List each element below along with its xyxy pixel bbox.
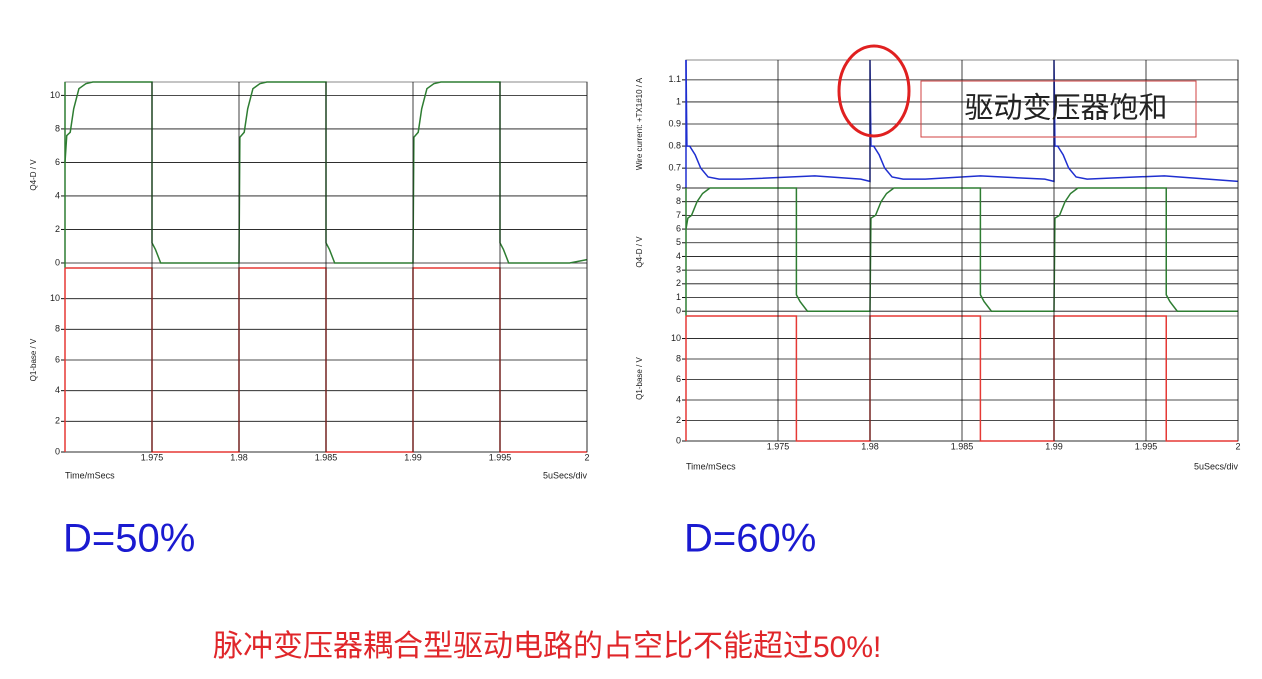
waveform — [685, 59, 1239, 183]
x-tick-label: 1.99 — [1045, 441, 1063, 451]
y-tick-label: 9 — [676, 182, 681, 192]
x-tick-label: 1.975 — [767, 441, 790, 451]
y-tick-label: 0 — [676, 435, 681, 445]
waveform — [64, 81, 588, 264]
duty-label: D=60% — [684, 517, 816, 561]
y-tick-label: 2 — [55, 416, 60, 426]
y-tick-label: 0 — [676, 306, 681, 316]
y-tick-label: 2 — [55, 224, 60, 234]
x-tick-label: 1.985 — [315, 452, 338, 462]
x-axis-label: Time/mSecs — [65, 470, 115, 480]
y-tick-label: 8 — [55, 324, 60, 334]
waveform — [685, 187, 1238, 312]
waveform — [686, 315, 1238, 442]
y-tick-label: 3 — [676, 265, 681, 275]
x-tick-label: 1.985 — [951, 441, 974, 451]
y-tick-label: 1.1 — [668, 74, 681, 84]
y-axis-label: Q4-D / V — [635, 236, 644, 268]
y-tick-label: 7 — [676, 210, 681, 220]
y-tick-label: 1 — [676, 292, 681, 302]
x-tick-label: 2 — [584, 452, 589, 462]
y-tick-label: 8 — [676, 196, 681, 206]
caption-emphasis: 50%! — [813, 631, 881, 664]
y-tick-label: 2 — [676, 278, 681, 288]
y-tick-label: 4 — [676, 394, 681, 404]
duty-label: D=50% — [63, 517, 195, 561]
y-tick-label: 10 — [50, 90, 60, 100]
y-tick-label: 0.8 — [668, 140, 681, 150]
y-tick-label: 6 — [676, 374, 681, 384]
y-tick-label: 4 — [55, 385, 60, 395]
caption: 脉冲变压器耦合型驱动电路的占空比不能超过50%! — [213, 630, 881, 664]
y-tick-label: 2 — [676, 415, 681, 425]
y-tick-label: 6 — [55, 354, 60, 364]
y-tick-label: 6 — [676, 223, 681, 233]
scale-label: 5uSecs/div — [543, 470, 588, 480]
x-tick-label: 2 — [1235, 441, 1240, 451]
y-tick-label: 1 — [676, 96, 681, 106]
y-axis-label: Wire current: +TX1#10 / A — [635, 77, 644, 170]
y-tick-label: 5 — [676, 237, 681, 247]
y-axis-label: Q4-D / V — [29, 159, 38, 191]
scale-label: 5uSecs/div — [1194, 461, 1239, 471]
y-axis-label: Q1-base / V — [29, 338, 38, 381]
x-tick-label: 1.975 — [141, 452, 164, 462]
y-tick-label: 4 — [55, 190, 60, 200]
x-tick-label: 1.99 — [404, 452, 422, 462]
caption-text: 脉冲变压器耦合型驱动电路的占空比不能超过 — [213, 630, 813, 663]
y-axis-label: Q1-base / V — [635, 356, 644, 399]
annotation-box — [920, 80, 1197, 138]
y-tick-label: 6 — [55, 157, 60, 167]
y-tick-label: 8 — [676, 353, 681, 363]
x-tick-label: 1.995 — [489, 452, 512, 462]
y-tick-label: 0 — [55, 257, 60, 267]
y-tick-label: 8 — [55, 123, 60, 133]
x-tick-label: 1.98 — [230, 452, 248, 462]
y-tick-label: 10 — [671, 333, 681, 343]
x-tick-label: 1.995 — [1135, 441, 1158, 451]
highlight-ellipse — [837, 44, 911, 138]
x-tick-label: 1.98 — [861, 441, 879, 451]
y-tick-label: 10 — [50, 293, 60, 303]
y-tick-label: 0 — [55, 446, 60, 456]
y-tick-label: 0.9 — [668, 118, 681, 128]
y-tick-label: 4 — [676, 251, 681, 261]
x-axis-label: Time/mSecs — [686, 461, 736, 471]
annotation: 驱动变压器饱和 — [964, 92, 1167, 125]
y-tick-label: 0.7 — [668, 163, 681, 173]
